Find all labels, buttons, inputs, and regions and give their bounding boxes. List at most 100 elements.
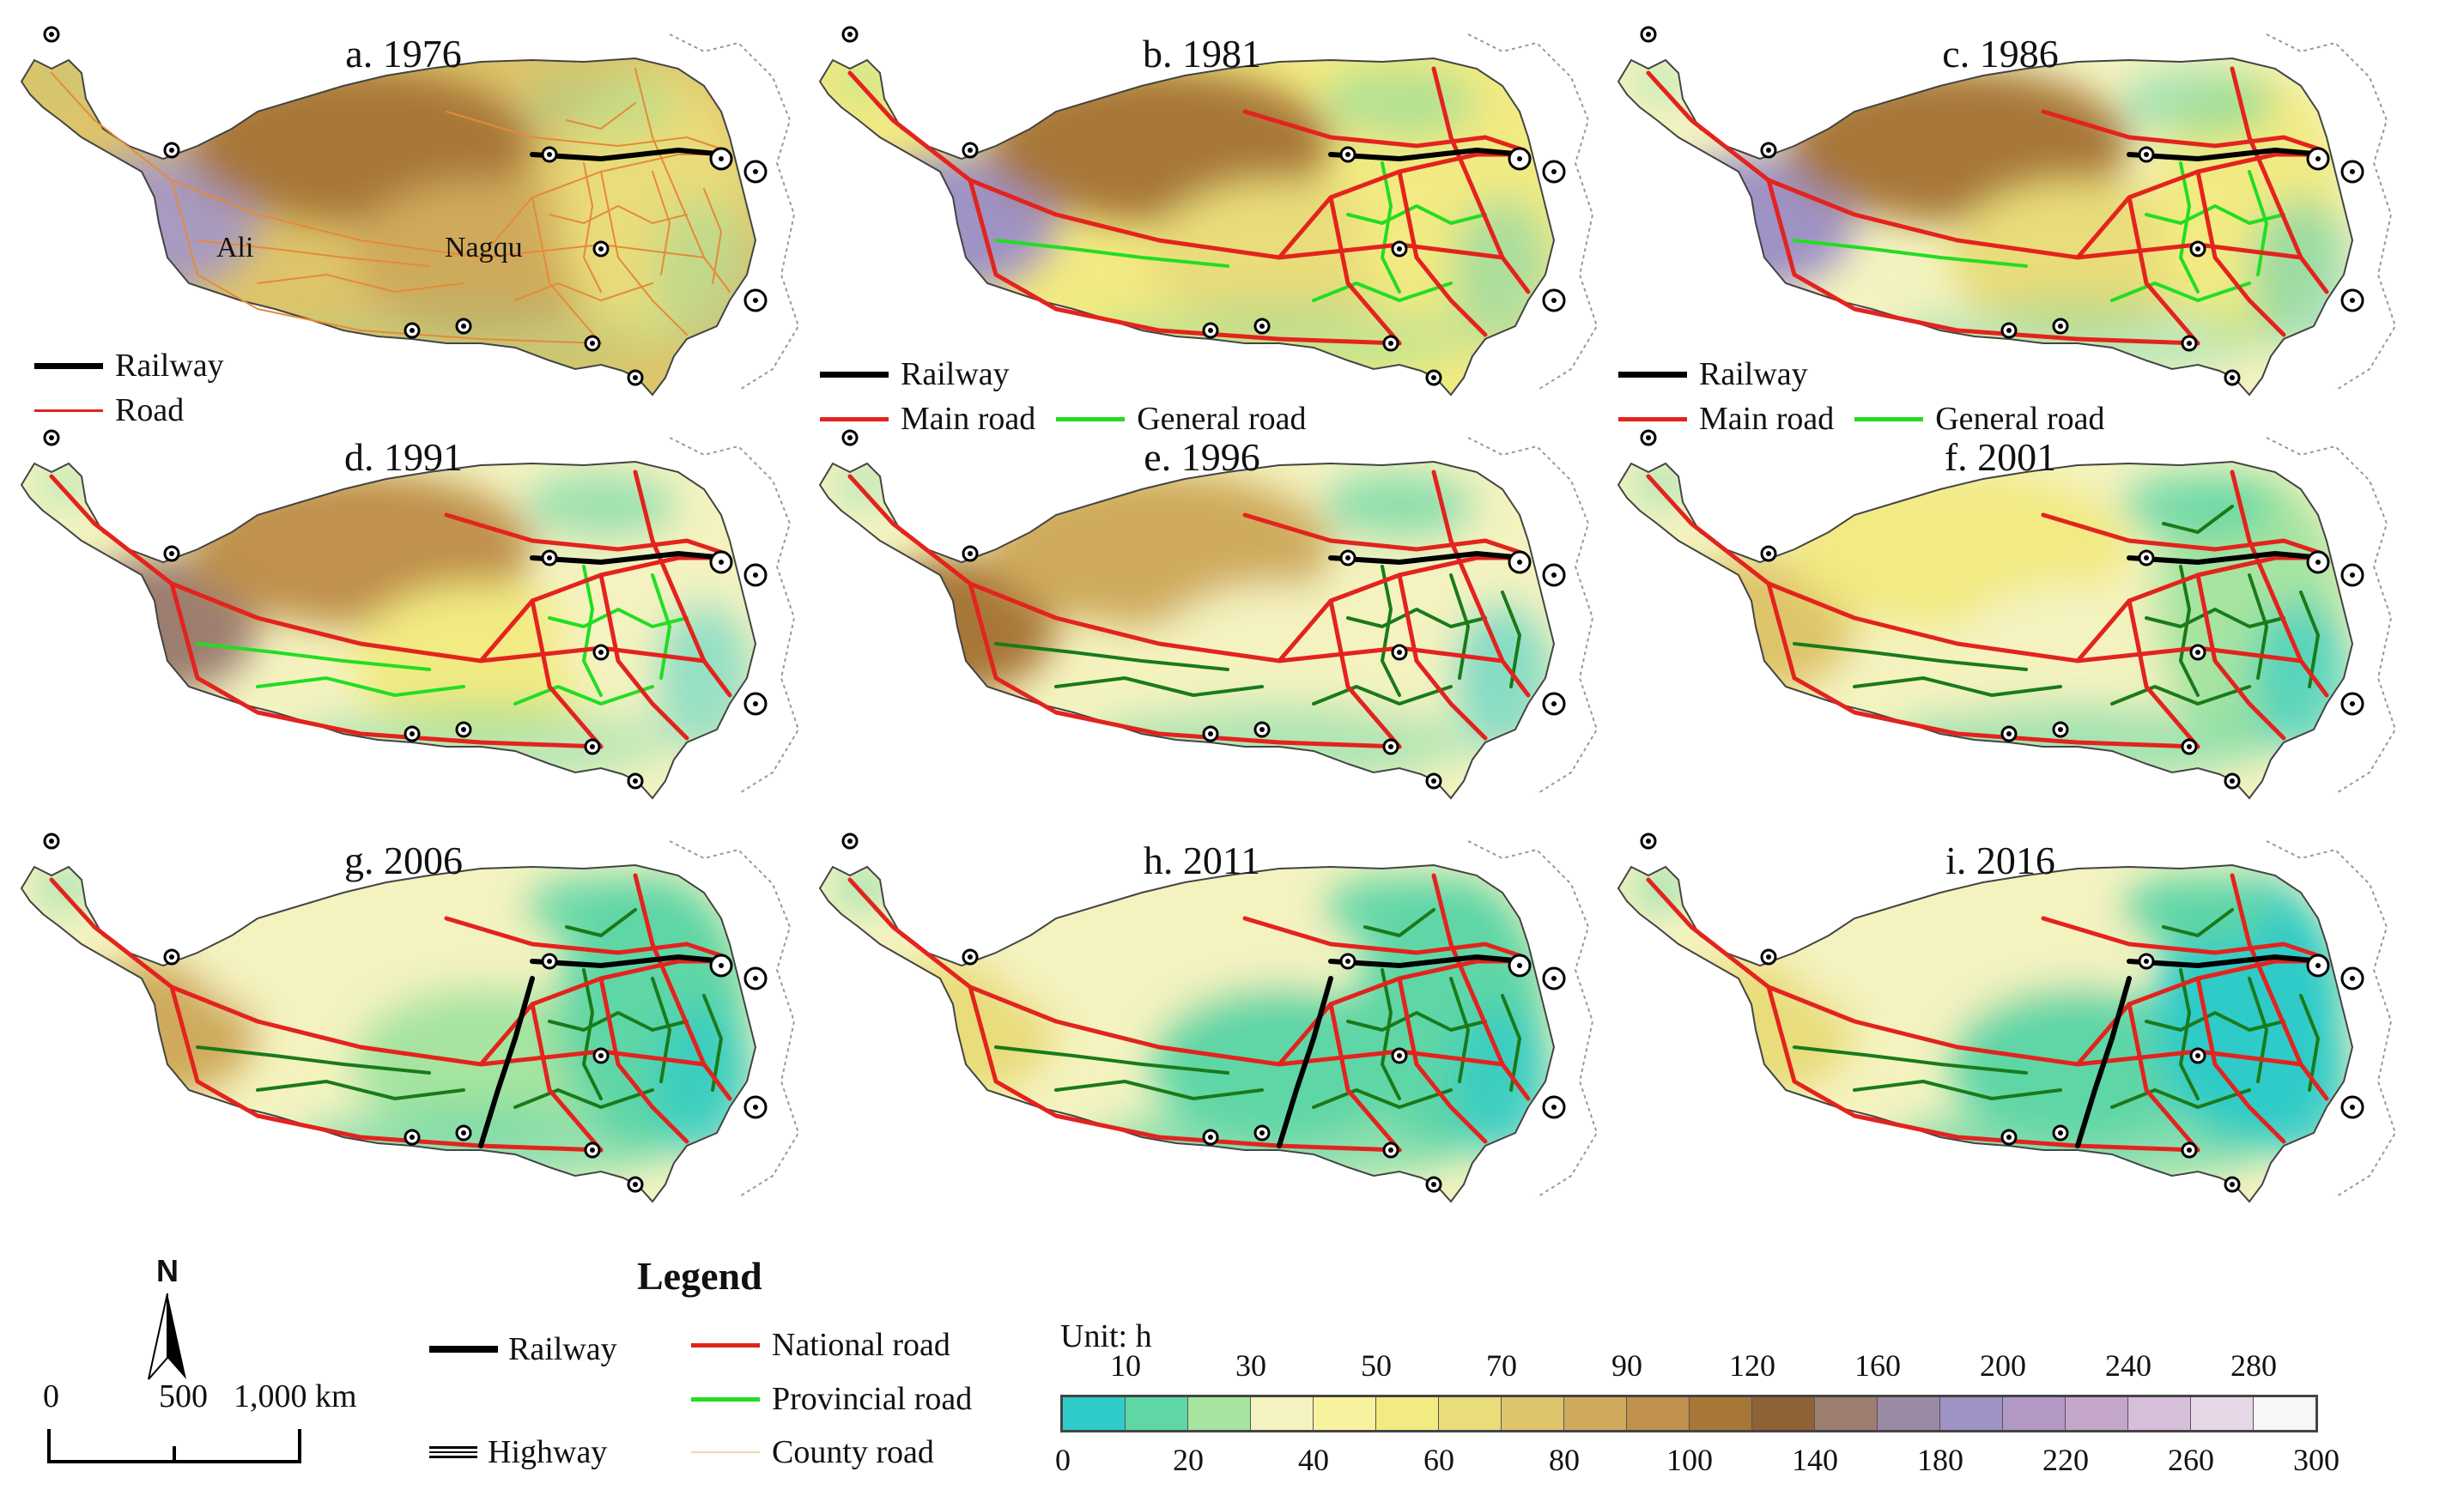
colorbar-cell — [1815, 1397, 1878, 1430]
road-network — [49, 469, 732, 749]
main-road-line — [2230, 469, 2329, 698]
city-marker-dot — [1551, 169, 1557, 174]
main-road-line — [1431, 469, 1531, 698]
city-marker-dot — [753, 976, 758, 981]
main-road-line — [2127, 195, 2200, 346]
legend-provincial-road: Provincial road — [691, 1380, 972, 1418]
general-road-line — [1449, 977, 1470, 1083]
colorbar-cell — [2066, 1397, 2128, 1430]
general-road-line — [1312, 1088, 1453, 1109]
main-road-line — [1328, 598, 1402, 749]
legend-railway-label: Railway — [508, 1331, 617, 1367]
general-road-line — [256, 676, 465, 697]
general-road-line — [1381, 161, 1401, 294]
colorbar-upper-tick: 280 — [2230, 1348, 2277, 1383]
main-road-line — [2127, 598, 2200, 749]
city-marker-dot — [461, 1130, 466, 1136]
general-road-line — [702, 994, 723, 1092]
plateau-outline — [818, 863, 1556, 1203]
city-marker-dot — [719, 963, 724, 968]
main-road-line — [1328, 1002, 1402, 1153]
general-road-swatch — [1056, 416, 1126, 421]
city-marker-dot — [633, 778, 638, 784]
city-marker-dot — [461, 324, 466, 329]
general-road-line — [651, 573, 671, 680]
legend-highway-label: Highway — [488, 1434, 608, 1470]
colorbar-lower-tick: 260 — [2168, 1443, 2214, 1477]
city-marker-dot — [2350, 298, 2355, 303]
railway-line — [530, 148, 728, 161]
city-marker-dot — [1431, 1182, 1436, 1187]
boundary-line — [2266, 437, 2397, 795]
general-road-line — [2299, 994, 2320, 1092]
legend-county-road-label: County road — [772, 1434, 934, 1470]
main-road-line — [530, 598, 604, 749]
colorbar-upper-tick: 50 — [1361, 1348, 1392, 1383]
general-road-line — [1363, 908, 1435, 937]
city-marker-dot — [169, 954, 174, 960]
city-marker-dot — [2350, 169, 2355, 174]
city-marker-dot — [1646, 435, 1651, 440]
general-road-line — [2179, 161, 2200, 294]
city-marker-dot — [598, 1053, 604, 1058]
railway-line — [2075, 954, 2325, 1148]
plateau-outline — [20, 863, 757, 1203]
city-marker-dot — [1208, 328, 1213, 333]
colorbar-lower-tick: 20 — [1173, 1443, 1204, 1477]
city-marker-dot — [1397, 246, 1402, 251]
general-road-line — [582, 565, 603, 697]
colorbar-cell — [2128, 1397, 2191, 1430]
city-marker-dot — [1208, 731, 1213, 736]
colorbar-lower-tick: 40 — [1298, 1443, 1329, 1477]
general-road-line — [196, 642, 431, 671]
city-marker-dot — [1517, 963, 1522, 968]
city-marker-dot — [2230, 375, 2235, 380]
road-line — [514, 282, 653, 301]
city-marker-dot — [2195, 650, 2200, 655]
map-panel-b: b. 1981 — [798, 0, 1605, 403]
city-marker-dot — [547, 152, 552, 157]
main-road-line — [444, 916, 728, 960]
main-road-line — [847, 70, 1505, 260]
colorbar-cell — [1502, 1397, 1564, 1430]
panel-title-h: h. 2011 — [1143, 839, 1261, 882]
road-line — [257, 274, 464, 293]
city-marker-dot — [169, 148, 174, 153]
map-panel-c-svg — [1617, 26, 2397, 397]
colorbar-cell — [1063, 1397, 1126, 1430]
city-marker-dot — [2350, 572, 2355, 578]
plateau-outline — [1617, 863, 2354, 1203]
main-road-line — [1242, 916, 1526, 960]
city-marker-dot — [2144, 152, 2149, 157]
city-marker-dot — [410, 731, 415, 736]
plateau-outline — [818, 57, 1556, 397]
panel-a-legend: Railway Road — [34, 343, 224, 433]
road-line — [446, 111, 726, 151]
panel-b-main-road-label: Main road — [901, 401, 1036, 437]
map-panel-e-svg — [818, 429, 1599, 800]
road-network — [49, 873, 732, 1153]
colorbar-lower-tick: 100 — [1666, 1443, 1713, 1477]
general-road-line — [2179, 565, 2200, 697]
colorbar-lower-tick: 180 — [1917, 1443, 1963, 1477]
colorbar-cell — [1126, 1397, 1188, 1430]
scale-bar-line — [47, 1429, 301, 1463]
main-road-line — [2041, 916, 2325, 960]
map-panel-f: f. 2001 — [1597, 403, 2404, 807]
scale-zero: 0 — [43, 1378, 59, 1414]
road-line — [549, 205, 688, 224]
city-marker-dot — [753, 1105, 758, 1110]
general-road-line — [2299, 591, 2320, 688]
colorbar-upper-tick: 90 — [1611, 1348, 1642, 1383]
road-network — [51, 68, 731, 344]
city-marker-dot — [1259, 727, 1265, 732]
general-road-swatch — [1854, 416, 1924, 421]
city-marker-dot — [598, 650, 604, 655]
city-label-nagqu: Nagqu — [445, 232, 523, 263]
city-marker-dot — [2006, 328, 2012, 333]
colorbar — [1060, 1395, 2318, 1432]
city-marker-dot — [547, 555, 552, 560]
map-panel-e: e. 1996 — [798, 403, 1605, 807]
panel-b-legend: Railway Main road General road — [820, 352, 1307, 441]
road-line — [634, 68, 731, 293]
